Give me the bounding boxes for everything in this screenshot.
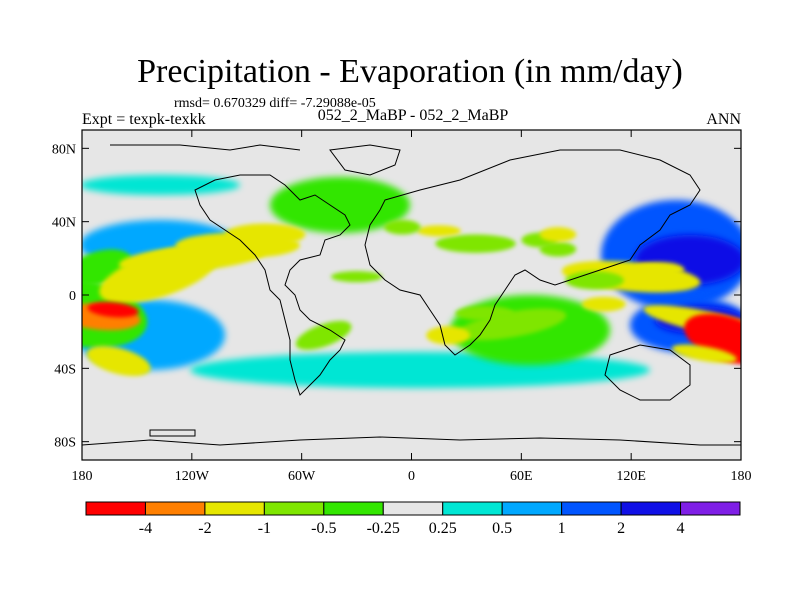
x-tick-label: 180 xyxy=(731,469,752,484)
data-region-22 xyxy=(426,326,471,345)
data-region-7 xyxy=(295,320,352,350)
colorbar-label: -0.25 xyxy=(367,520,400,537)
x-tick-label: 120W xyxy=(175,469,210,484)
coastline-greenland xyxy=(329,144,401,176)
colorbar-label: 4 xyxy=(677,520,685,537)
x-tick-label: 60W xyxy=(288,469,316,484)
colorbar-swatch xyxy=(204,501,265,516)
colorbar-swatch xyxy=(323,501,384,516)
colorbar-swatch xyxy=(144,501,206,516)
data-region-25 xyxy=(565,271,624,290)
data-region-17 xyxy=(384,219,421,235)
colorbar-label: -0.5 xyxy=(311,520,336,537)
data-region-6 xyxy=(330,271,383,283)
y-tick-label: 0 xyxy=(69,289,76,304)
data-region-23 xyxy=(455,306,515,321)
data-field xyxy=(82,175,741,388)
chart-subtitle: rmsd= 0.670329 diff= -7.29088e-05 xyxy=(174,96,376,111)
x-tick-label: 60E xyxy=(510,469,533,484)
experiment-label: Expt = texpk-texkk xyxy=(82,111,206,128)
colorbar-label: -2 xyxy=(198,520,211,537)
coastline-arctic-islands xyxy=(110,144,301,151)
data-region-16 xyxy=(416,225,461,237)
data-region-20 xyxy=(87,302,139,318)
x-tick-label: 0 xyxy=(408,469,415,484)
colorbar-swatch xyxy=(382,501,444,516)
y-tick-label: 40S xyxy=(54,362,76,377)
coastline-africa-eurasia xyxy=(364,149,701,356)
colorbar-label: 0.25 xyxy=(429,520,457,537)
season-label: ANN xyxy=(706,111,741,128)
data-region-11 xyxy=(632,262,685,277)
comparison-label: 052_2_MaBP - 052_2_MaBP xyxy=(318,107,509,124)
colorbar-swatch xyxy=(501,501,563,516)
chart-title: Precipitation - Evaporation (in mm/day) xyxy=(137,53,683,90)
data-region-26 xyxy=(581,296,626,312)
colorbar-label: -1 xyxy=(258,520,271,537)
coastline-antarctica-shelf xyxy=(149,429,196,437)
coastlines xyxy=(82,144,741,446)
axis-ticks: 180 120W 60W 0 60E 120E 180 80N 40N 0 40S 80S xyxy=(52,130,752,484)
data-region-24 xyxy=(671,344,737,363)
band-southern-ocean xyxy=(190,352,650,388)
map-plot: 180 120W 60W 0 60E 120E 180 80N 40N 0 40S 80S xyxy=(52,129,752,484)
y-tick-label: 80S xyxy=(54,436,76,451)
colorbar-swatch xyxy=(680,501,741,516)
band-north-high-lat xyxy=(82,175,240,195)
coastline-australia xyxy=(604,344,691,401)
colorbar: -4 -2 -1 -0.5 -0.25 0.25 0.5 1 2 4 xyxy=(85,501,741,537)
coastline-antarctica xyxy=(82,436,741,446)
data-region-12 xyxy=(435,234,516,253)
colorbar-label: 1 xyxy=(558,520,566,537)
colorbar-label: 0.5 xyxy=(492,520,512,537)
y-tick-label: 80N xyxy=(52,142,76,157)
x-tick-label: 120E xyxy=(616,469,646,484)
colorbar-swatch xyxy=(620,501,682,516)
data-region-5 xyxy=(224,223,306,246)
y-tick-label: 40N xyxy=(52,216,76,231)
data-region-21 xyxy=(458,308,567,341)
colorbar-swatch xyxy=(442,501,503,516)
band-north-atlantic xyxy=(270,177,410,233)
x-tick-label: 180 xyxy=(72,469,93,484)
colorbar-label: -4 xyxy=(139,520,152,537)
colorbar-label: 2 xyxy=(617,520,625,537)
data-region-15 xyxy=(539,227,577,242)
colorbar-swatch xyxy=(85,501,146,516)
data-region-18 xyxy=(86,345,151,377)
coastline-americas xyxy=(194,174,351,396)
data-region-14 xyxy=(539,241,577,257)
colorbar-swatch xyxy=(263,501,325,516)
colorbar-swatch xyxy=(561,501,622,516)
